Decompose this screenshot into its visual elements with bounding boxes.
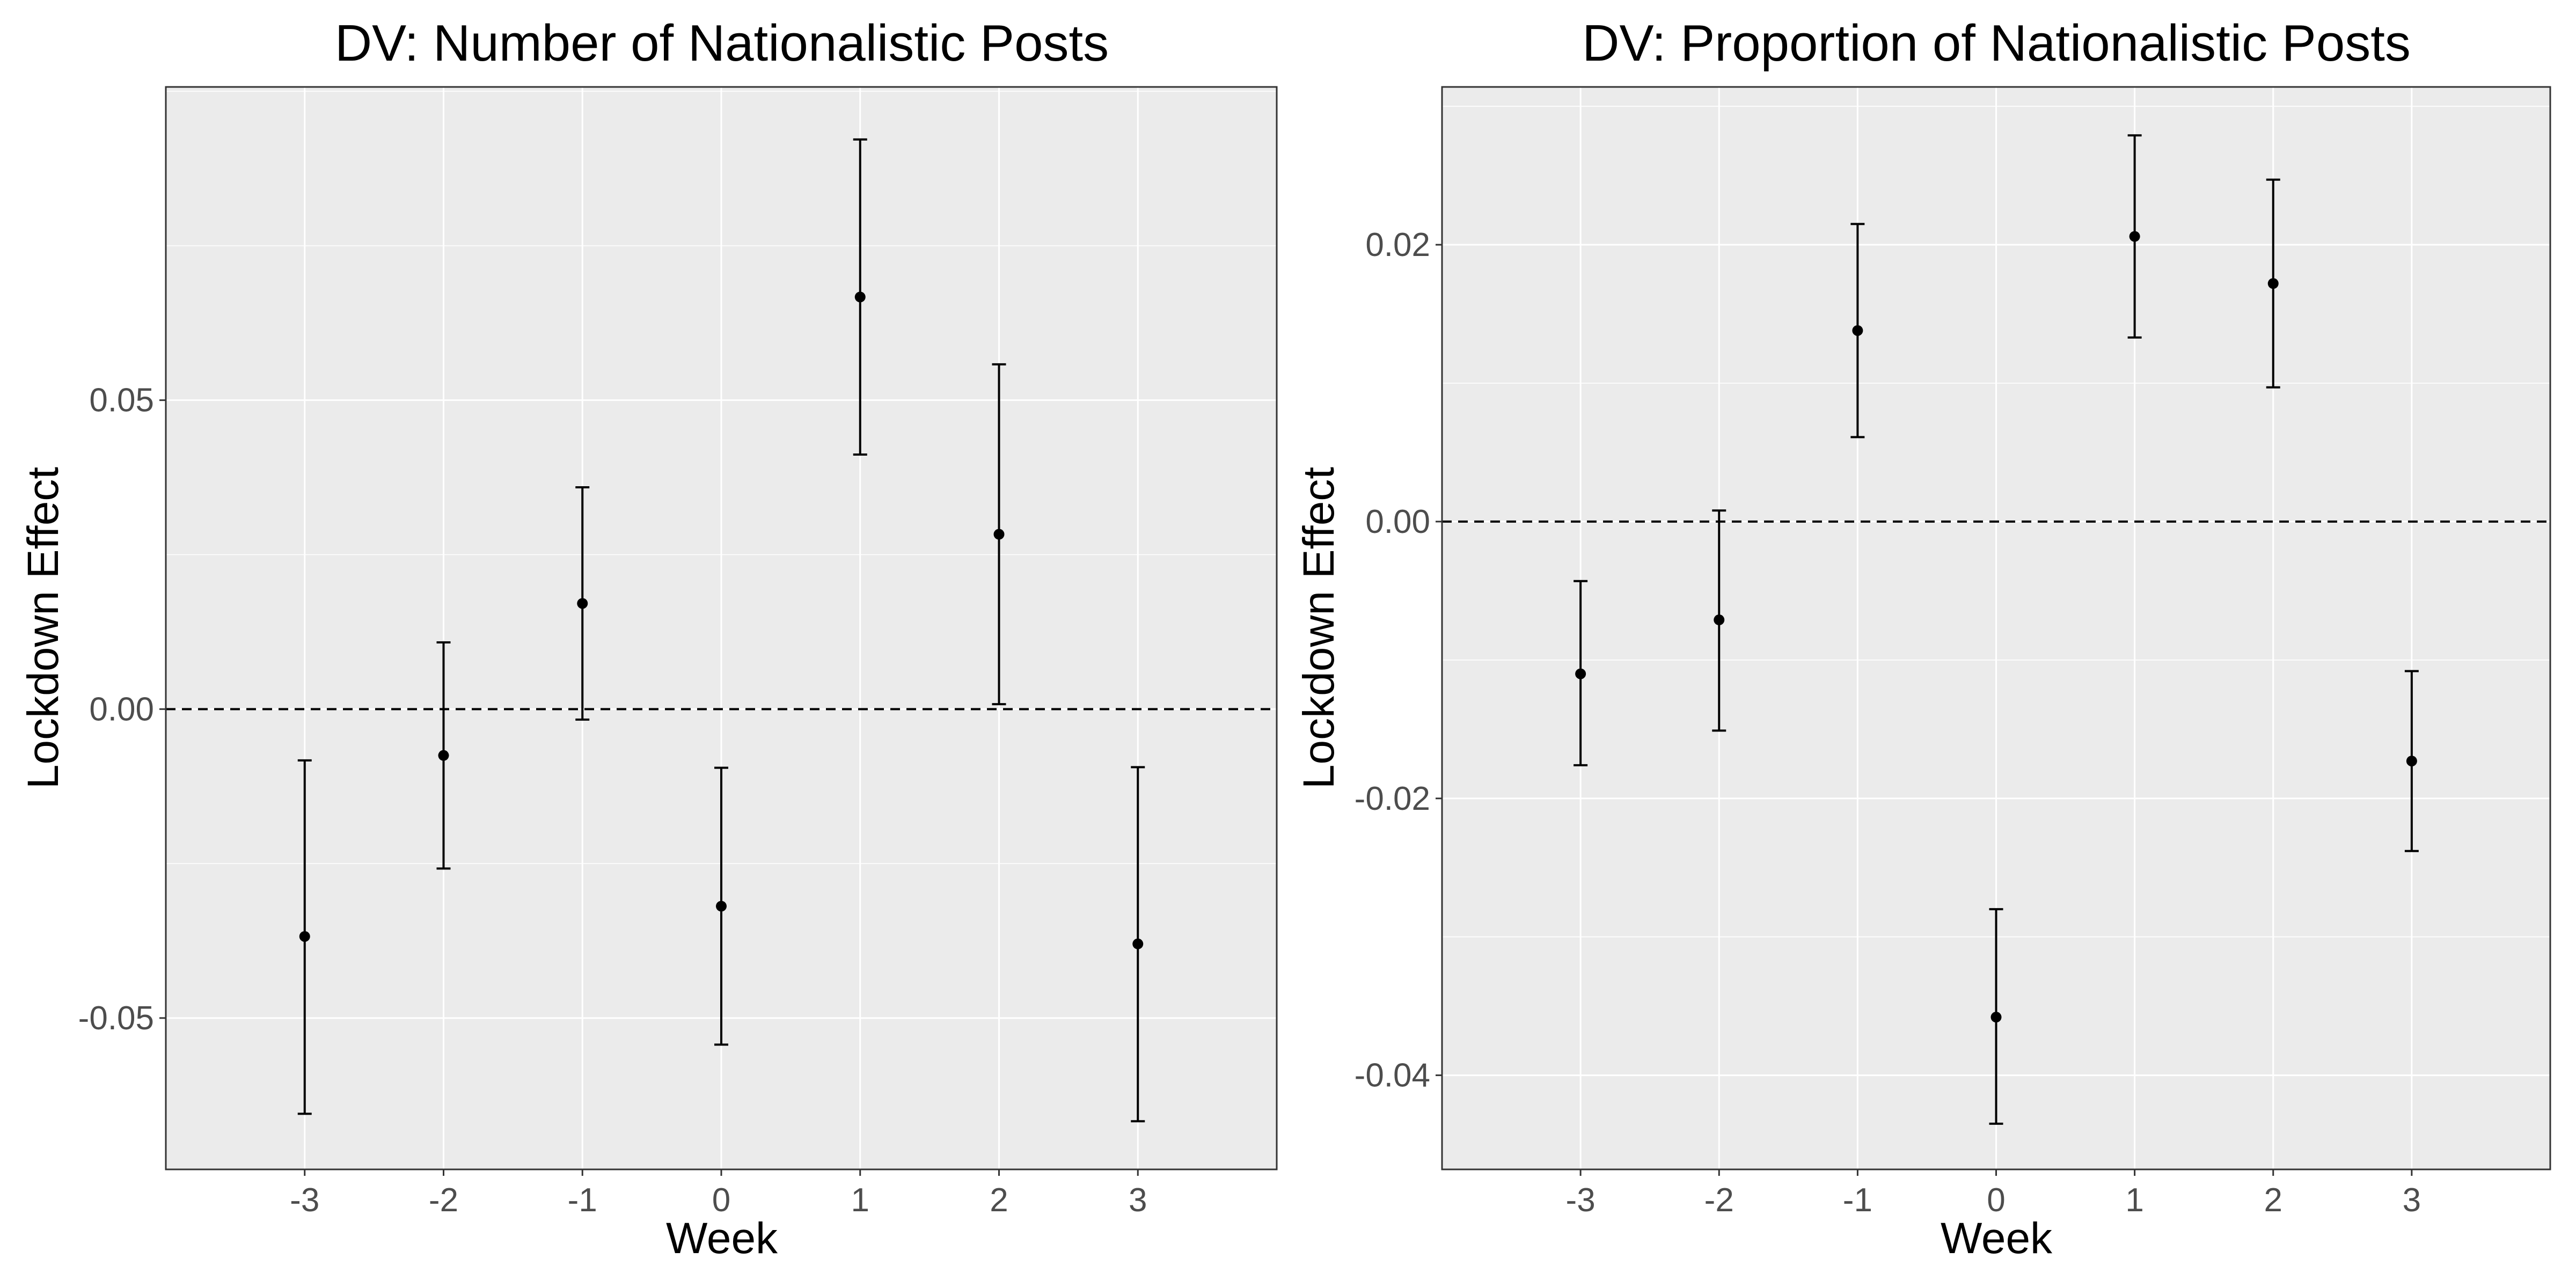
x-tick-label: 1 bbox=[2125, 1182, 2143, 1219]
y-axis-label: Lockdown Effect bbox=[1294, 467, 1343, 789]
x-tick-label: 2 bbox=[990, 1182, 1008, 1219]
y-axis-label: Lockdown Effect bbox=[19, 467, 68, 789]
error-bar-week-2 bbox=[992, 363, 1006, 706]
point-estimate bbox=[299, 931, 310, 942]
point-estimate bbox=[1575, 668, 1586, 679]
error-bar-week--3 bbox=[1574, 580, 1588, 766]
error-bar-week--2 bbox=[436, 641, 451, 870]
point-estimate bbox=[1990, 1012, 2002, 1023]
x-tick-label: 0 bbox=[712, 1182, 730, 1219]
point-estimate bbox=[854, 291, 866, 303]
panel-proportion-of-posts: DV: Proportion of Nationalistic Posts -0… bbox=[1294, 14, 2551, 1263]
y-tick-label: 0.02 bbox=[1365, 226, 1430, 264]
point-estimate bbox=[993, 529, 1005, 540]
x-tick-label: -2 bbox=[1704, 1182, 1734, 1219]
y-tick-label: 0.00 bbox=[89, 691, 154, 728]
x-axis-ticks: -3 -2 -1 0 1 2 3 bbox=[290, 1169, 1147, 1219]
error-bar-week--1 bbox=[1850, 223, 1865, 438]
error-bar-week-3 bbox=[1131, 766, 1145, 1123]
y-tick-label: -0.05 bbox=[78, 1000, 154, 1037]
point-estimate bbox=[1852, 325, 1863, 336]
error-bar-week-0 bbox=[714, 766, 728, 1046]
x-axis-label: Week bbox=[666, 1214, 778, 1263]
x-axis-ticks: -3 -2 -1 0 1 2 3 bbox=[1566, 1169, 2421, 1219]
x-tick-label: 3 bbox=[2403, 1182, 2421, 1219]
error-bars bbox=[297, 138, 1145, 1123]
y-tick-label: 0.05 bbox=[89, 382, 154, 419]
plot-border bbox=[1441, 86, 2551, 1170]
point-estimate bbox=[577, 598, 588, 609]
panel-number-of-posts: DV: Number of Nationalistic Posts -0.05 0… bbox=[19, 14, 1278, 1263]
x-tick-label: -2 bbox=[429, 1182, 458, 1219]
error-bar-week--2 bbox=[1712, 509, 1726, 732]
error-bar-week-1 bbox=[853, 138, 867, 456]
error-bar-week--1 bbox=[575, 486, 590, 721]
point-estimate bbox=[2406, 756, 2417, 767]
y-axis-ticks: -0.05 0.00 0.05 bbox=[78, 382, 166, 1037]
plot-border bbox=[165, 86, 1278, 1170]
x-tick-label: -1 bbox=[1843, 1182, 1872, 1219]
error-bar-week-0 bbox=[1989, 908, 2003, 1125]
point-estimate bbox=[438, 750, 449, 761]
x-tick-label: 1 bbox=[851, 1182, 869, 1219]
error-bars bbox=[1574, 134, 2419, 1125]
point-estimate bbox=[716, 901, 727, 912]
chart-title: DV: Proportion of Nationalistic Posts bbox=[1582, 14, 2411, 72]
x-tick-label: -3 bbox=[1566, 1182, 1596, 1219]
error-bar-week-2 bbox=[2266, 178, 2280, 389]
y-tick-label: -0.02 bbox=[1355, 780, 1430, 817]
point-estimate bbox=[1132, 938, 1144, 949]
point-estimate bbox=[2267, 278, 2279, 289]
x-tick-label: 0 bbox=[1987, 1182, 2005, 1219]
x-tick-label: 2 bbox=[2264, 1182, 2282, 1219]
chart-title: DV: Number of Nationalistic Posts bbox=[335, 14, 1109, 72]
y-tick-label: -0.04 bbox=[1355, 1057, 1430, 1094]
x-tick-label: -1 bbox=[568, 1182, 597, 1219]
y-axis-ticks: -0.04 -0.02 0.00 0.02 bbox=[1355, 226, 1442, 1094]
error-bar-week--3 bbox=[297, 759, 312, 1115]
error-bar-week-1 bbox=[2127, 134, 2142, 339]
x-tick-label: 3 bbox=[1129, 1182, 1147, 1219]
point-estimate bbox=[2129, 231, 2140, 242]
x-axis-label: Week bbox=[1941, 1214, 2053, 1263]
error-bar-week-3 bbox=[2404, 670, 2419, 852]
y-tick-label: 0.00 bbox=[1365, 503, 1430, 540]
point-estimate bbox=[1714, 614, 1725, 626]
x-tick-label: -3 bbox=[290, 1182, 319, 1219]
